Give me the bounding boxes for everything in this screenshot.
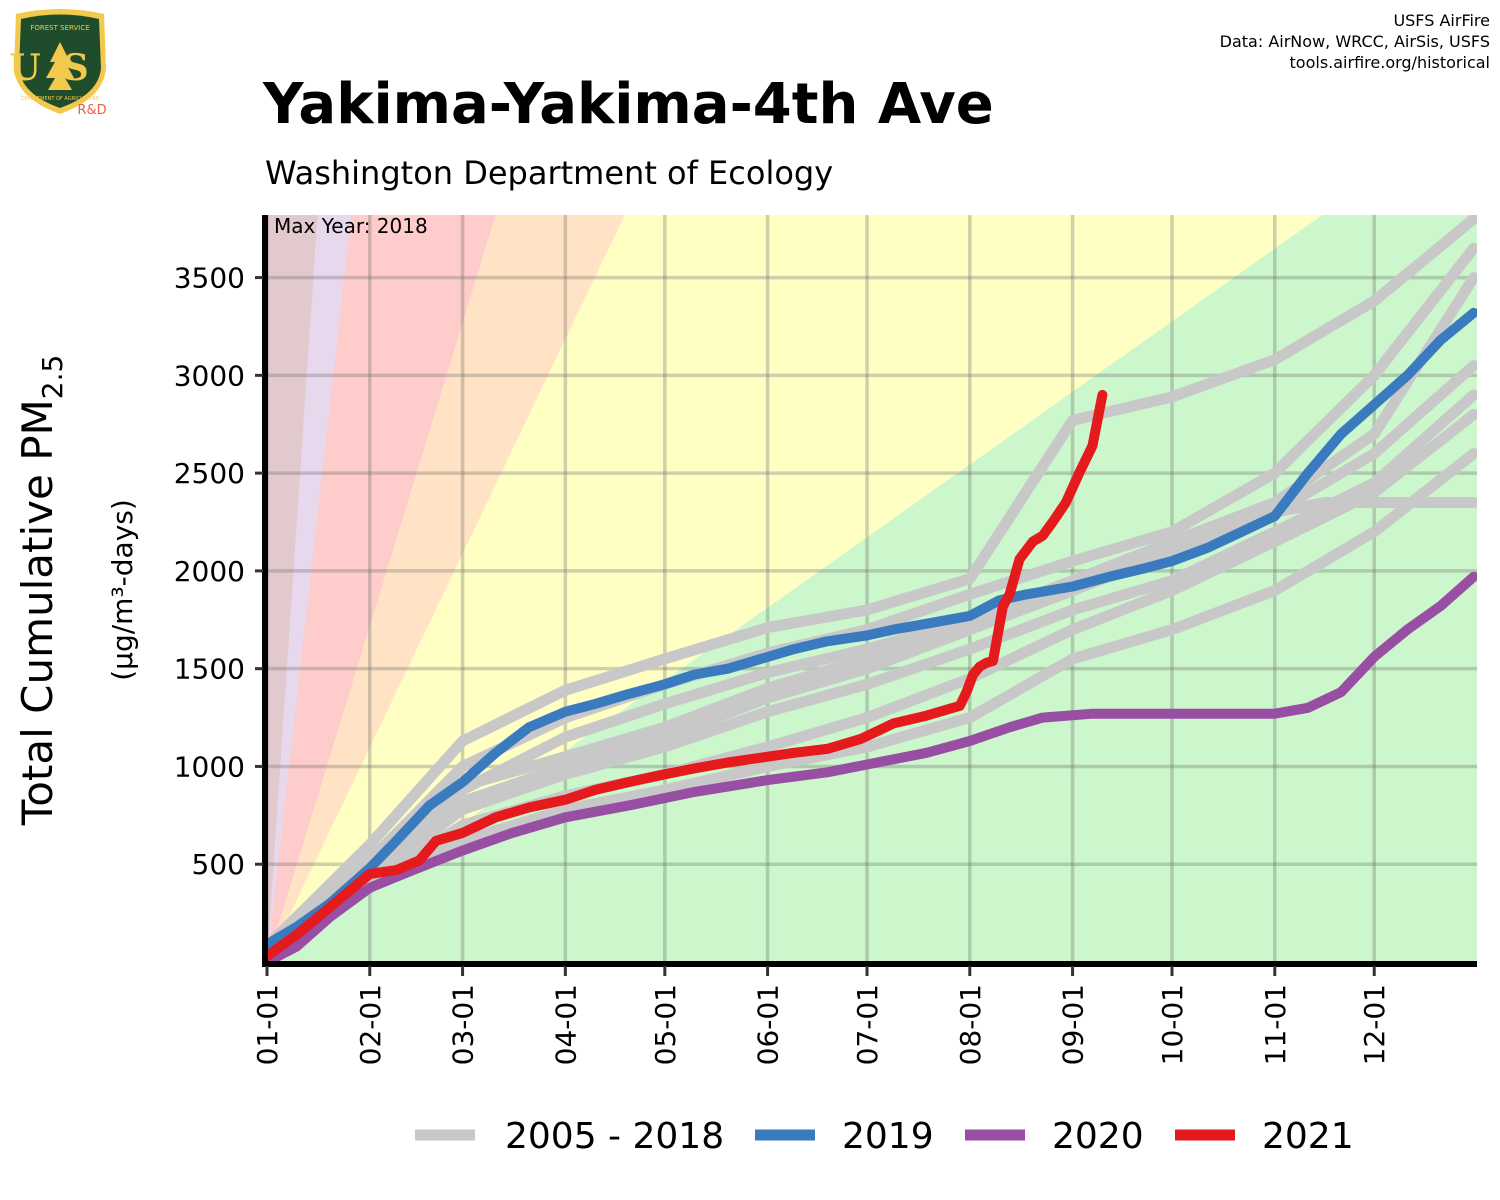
y-tick-label: 3000 [174,359,245,392]
x-tick-label: 11-01 [1259,984,1292,1065]
legend: 2005 - 2018 2019 2020 2021 [415,1116,1354,1157]
max-year-annotation: Max Year: 2018 [274,214,428,238]
svg-text:US: US [9,47,110,89]
series-line-historical [267,409,1477,962]
series-line-historical [267,448,1477,962]
chart-title: Yakima-Yakima-4th Ave [263,72,994,137]
x-tick-label: 06-01 [752,984,785,1065]
x-tick-label: 10-01 [1156,984,1189,1065]
y-axis-title: Total Cumulative PM2.5 (μg/m³-days) [13,355,139,827]
x-tick-label: 02-01 [354,984,387,1065]
credit-line: USFS AirFire [1393,11,1490,30]
legend-label: 2021 [1262,1116,1354,1157]
svg-text:R&D: R&D [77,103,106,118]
series-line-historical [267,389,1477,962]
y-tick-label: 2500 [174,457,245,490]
y-tick-label: 1500 [174,653,245,686]
x-tick-label: 04-01 [549,984,582,1065]
chart-subtitle: Washington Department of Ecology [265,154,834,192]
series-line-2020 [267,571,1477,962]
series-line-2019 [267,307,1477,950]
aqi-band-hazardous [267,215,318,962]
x-tick-label: 08-01 [954,984,987,1065]
x-tick-label: 05-01 [649,984,682,1065]
x-tick-label: 09-01 [1057,984,1090,1065]
x-tick-label: 12-01 [1358,984,1391,1065]
credit-line: tools.airfire.org/historical [1289,53,1490,72]
series-line-historical [267,215,1477,952]
y-tick-label: 3500 [174,262,245,295]
legend-label: 2020 [1052,1116,1144,1157]
y-axis-label: Total Cumulative PM2.5 [13,355,69,827]
x-tick-label: 01-01 [251,984,284,1065]
y-axis-units: (μg/m³-days) [106,499,139,681]
svg-text:DEPARTMENT OF AGRICULTURE: DEPARTMENT OF AGRICULTURE [21,96,99,102]
x-tick-label: 03-01 [447,984,480,1065]
y-tick-label: 500 [192,848,245,881]
svg-text:FOREST SERVICE: FOREST SERVICE [30,24,89,32]
y-tick-label: 1000 [174,750,245,783]
forest-service-logo: FOREST SERVICE US DEPARTMENT OF AGRICULT… [9,9,110,118]
series-line-historical [267,242,1477,956]
y-axis-label-subscript: 2.5 [36,355,69,400]
legend-label: 2019 [842,1116,934,1157]
y-tick-label: 2000 [174,555,245,588]
credit-line: Data: AirNow, WRCC, AirSis, USFS [1219,32,1490,51]
credits: USFS AirFire Data: AirNow, WRCC, AirSis,… [1220,10,1490,73]
legend-label: 2005 - 2018 [505,1116,724,1157]
series-line-2021 [267,389,1108,962]
x-tick-label: 07-01 [851,984,884,1065]
